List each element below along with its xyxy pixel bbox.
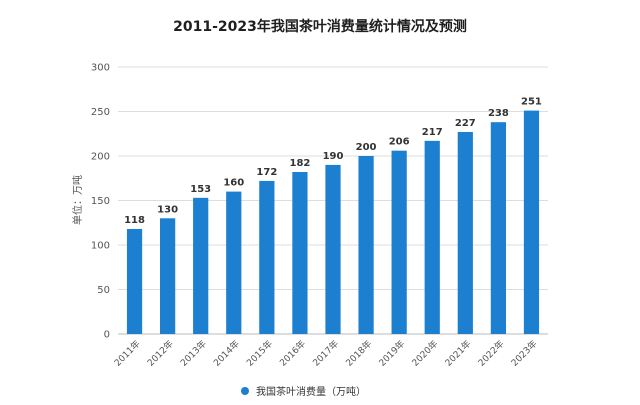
- bars: 118 130 153 160 172 182 190 200 206 217 227 238 251: [124, 97, 542, 335]
- x-tick-label: 2015年: [244, 338, 275, 369]
- y-tick-label: 250: [91, 107, 110, 118]
- x-tick-label: 2019年: [376, 338, 407, 369]
- bar-value-label: 172: [256, 167, 277, 178]
- x-tick-label: 2013年: [178, 338, 209, 369]
- bar-value-label: 200: [356, 142, 377, 153]
- y-tick-label: 100: [91, 241, 110, 252]
- bar-value-label: 217: [422, 127, 443, 138]
- bar: [424, 140, 440, 334]
- bar: [193, 197, 209, 334]
- x-tick-label: 2023年: [509, 338, 540, 369]
- x-axis-ticks: 2011年 2012年 2013年 2014年 2015年 2016年 2017年 2018年…: [112, 338, 540, 369]
- bar: [226, 191, 242, 334]
- bar-value-label: 251: [521, 97, 542, 108]
- chart-title: 2011-2023年我国茶叶消费量统计情况及预测: [173, 18, 467, 35]
- x-tick-label: 2012年: [145, 338, 176, 369]
- bar: [457, 131, 473, 334]
- bar-value-label: 206: [389, 137, 410, 148]
- bar-value-label: 130: [157, 204, 178, 215]
- x-tick-label: 2020年: [409, 338, 440, 369]
- bar-value-label: 118: [124, 215, 145, 226]
- bar-value-label: 153: [190, 184, 211, 195]
- bar: [160, 218, 176, 334]
- x-tick-label: 2018年: [343, 338, 374, 369]
- bar: [259, 180, 275, 334]
- y-tick-label: 300: [91, 63, 110, 74]
- bar: [523, 110, 540, 334]
- x-tick-label: 2021年: [442, 338, 473, 369]
- y-tick-label: 0: [104, 330, 110, 341]
- legend: 我国茶叶消费量（万吨）: [241, 385, 366, 398]
- bar: [292, 172, 308, 334]
- x-tick-label: 2011年: [112, 338, 143, 369]
- bar-value-label: 160: [223, 178, 244, 189]
- bar-value-label: 227: [455, 118, 476, 129]
- y-tick-label: 200: [91, 152, 110, 163]
- x-tick-label: 2014年: [211, 338, 242, 369]
- x-tick-label: 2016年: [277, 338, 308, 369]
- x-tick-label: 2017年: [310, 338, 341, 369]
- bar: [490, 122, 506, 335]
- legend-label: 我国茶叶消费量（万吨）: [256, 385, 366, 398]
- legend-swatch: [241, 387, 249, 395]
- bar: [358, 156, 374, 334]
- y-tick-label: 150: [91, 196, 110, 207]
- bar-value-label: 190: [323, 151, 344, 162]
- bar-value-label: 182: [289, 158, 310, 169]
- bar-value-label: 238: [488, 108, 509, 119]
- bar: [325, 164, 341, 334]
- y-axis-ticks: 0 50 100 150 200 250 300: [91, 63, 110, 341]
- x-tick-label: 2022年: [475, 338, 506, 369]
- y-axis-label: 单位：万吨: [71, 175, 84, 225]
- bar: [126, 228, 143, 334]
- bar: [391, 150, 407, 334]
- y-tick-label: 50: [97, 285, 110, 296]
